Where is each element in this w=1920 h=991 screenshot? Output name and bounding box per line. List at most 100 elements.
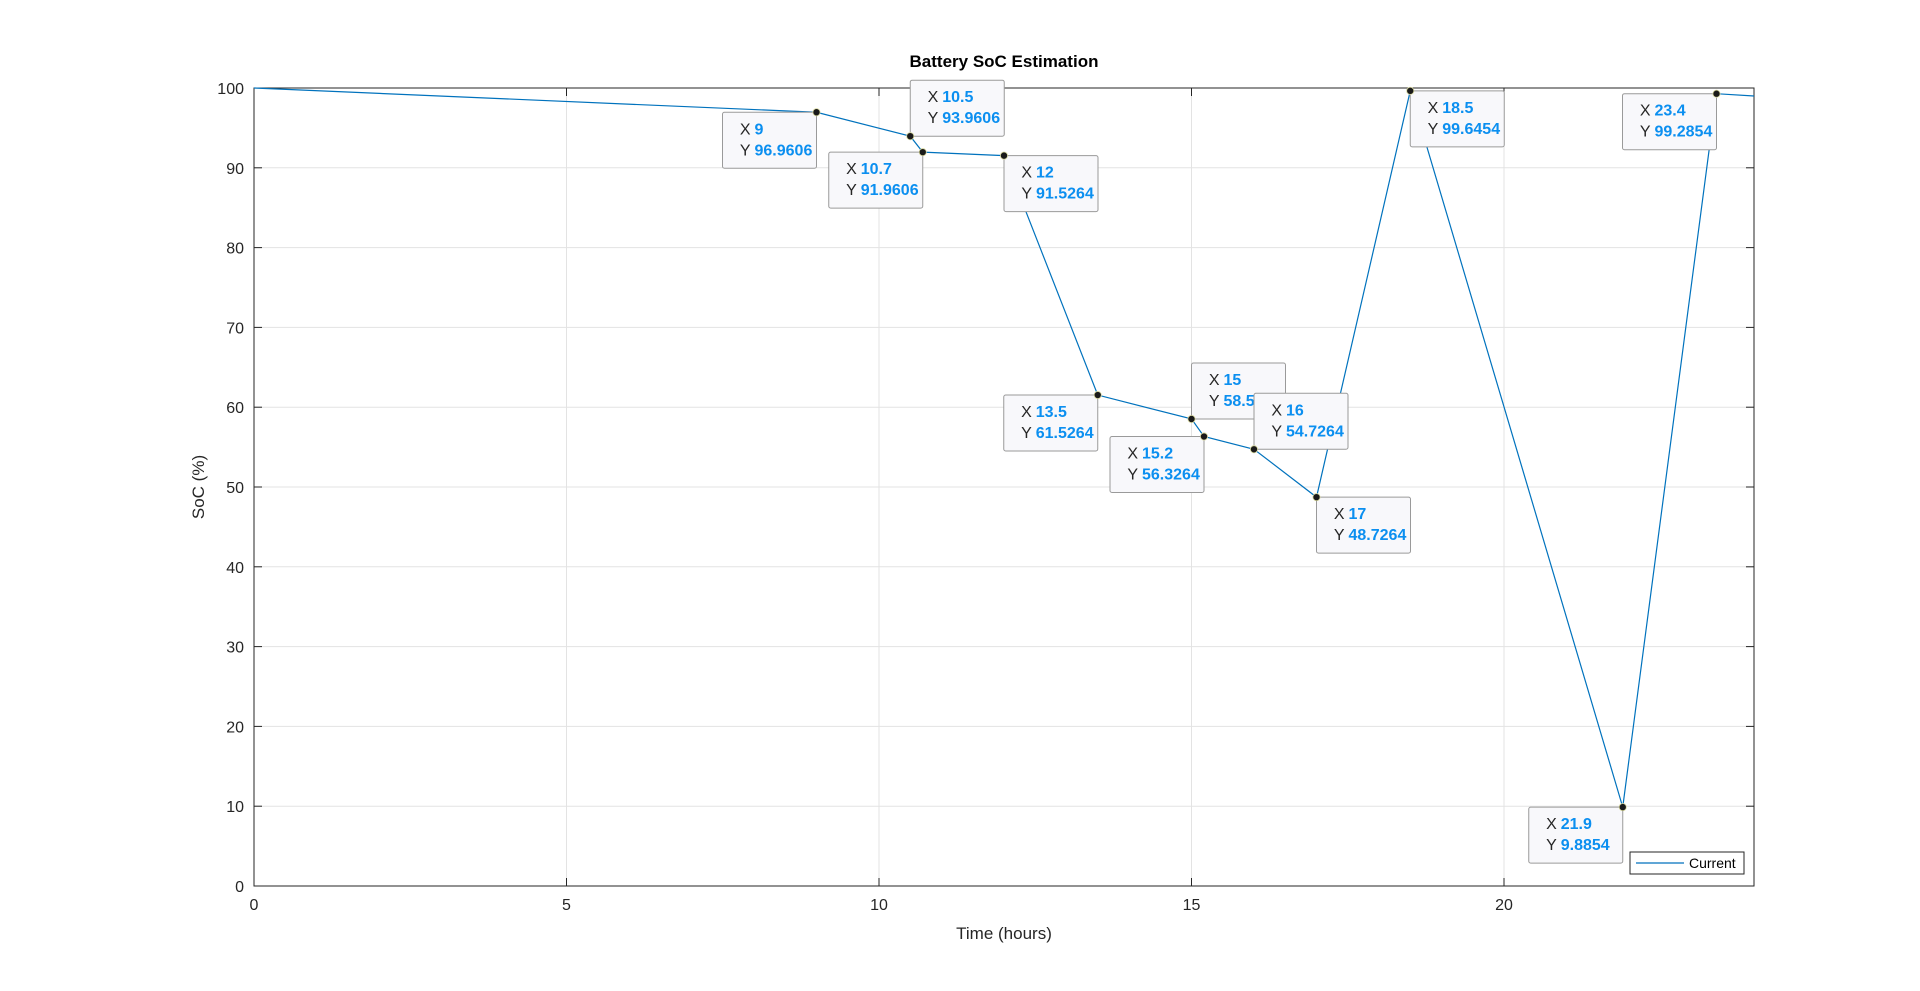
datatip-box [909, 79, 1005, 137]
y-tick-label: 100 [217, 81, 244, 98]
datatip-x-key: X [1428, 100, 1439, 117]
datatip[interactable]: X 13.5Y 61.5264 [1003, 394, 1099, 452]
datatip-x-value: 17 [1349, 506, 1367, 523]
datatip-y-value: 99.6454 [1442, 121, 1500, 138]
datatip-y-value: 91.9606 [861, 182, 919, 199]
y-tick-label: 70 [226, 320, 244, 337]
datatip-x-value: 9 [755, 121, 764, 138]
y-tick-label: 60 [226, 400, 244, 417]
datatip-x-value: 15 [1224, 372, 1242, 389]
datatip-marker[interactable] [1406, 86, 1415, 95]
y-tick-label: 50 [226, 480, 244, 497]
datatip[interactable]: X 23.4Y 99.2854 [1622, 93, 1717, 151]
x-tick-label: 20 [1495, 897, 1513, 914]
y-tick-label: 40 [226, 560, 244, 577]
datatip-y-key: Y [1209, 393, 1220, 410]
datatip-x-key: X [846, 161, 857, 178]
y-axis-label: SoC (%) [189, 455, 208, 519]
datatip-box [1409, 90, 1505, 148]
y-tick-label: 0 [235, 879, 244, 896]
datatip-y-key: Y [740, 142, 751, 159]
y-tick-label: 10 [226, 799, 244, 816]
datatip-y-value: 61.5264 [1036, 425, 1094, 442]
datatip-x-value: 23.4 [1655, 103, 1686, 120]
datatip-box [828, 151, 924, 209]
datatip[interactable]: X 15.2Y 56.3264 [1109, 436, 1205, 494]
datatip-y-value: 54.7264 [1286, 423, 1344, 440]
datatip[interactable]: X 16Y 54.7264 [1253, 392, 1349, 450]
datatip-y-value: 48.7264 [1349, 527, 1407, 544]
axis-ticks: 0 5 10 15 20 0 10 20 30 40 50 60 70 80 90 100 [217, 81, 1754, 914]
legend[interactable]: Current [1629, 851, 1745, 875]
datatip-y-key: Y [1640, 124, 1651, 141]
datatip-marker[interactable] [1000, 151, 1009, 160]
datatip[interactable]: X 17Y 48.7264 [1316, 496, 1411, 554]
datatip-x-key: X [1334, 506, 1345, 523]
datatip-y-key: Y [928, 110, 939, 127]
x-tick-label: 15 [1183, 897, 1201, 914]
datatip-marker[interactable] [1250, 445, 1259, 454]
datatip-x-value: 18.5 [1442, 100, 1473, 117]
datatip-x-key: X [740, 121, 751, 138]
x-tick-label: 10 [870, 897, 888, 914]
datatip-box [1253, 392, 1349, 450]
y-tick-label: 80 [226, 241, 244, 258]
datatip-y-key: Y [1271, 423, 1282, 440]
datatip-x-value: 10.5 [942, 89, 973, 106]
datatip-x-key: X [1209, 372, 1220, 389]
datatip-box [1003, 155, 1099, 213]
datatip-y-key: Y [1546, 837, 1557, 854]
datatip-x-key: X [1021, 404, 1032, 421]
x-tick-label: 0 [250, 897, 259, 914]
datatip-y-key: Y [1021, 186, 1032, 203]
datatip-marker[interactable] [1200, 432, 1209, 441]
datatip-x-value: 10.7 [861, 161, 892, 178]
datatip-x-key: X [1546, 816, 1557, 833]
datatip-marker[interactable] [812, 108, 821, 117]
datatip-marker[interactable] [1093, 391, 1102, 400]
datatip-y-value: 96.9606 [755, 142, 813, 159]
datatip-y-key: Y [846, 182, 857, 199]
datatip[interactable]: X 12Y 91.5264 [1003, 155, 1099, 213]
datatip-marker[interactable] [1712, 89, 1721, 98]
datatip-x-value: 15.2 [1142, 446, 1173, 463]
datatip-x-value: 13.5 [1036, 404, 1067, 421]
legend-box [1629, 851, 1745, 875]
datatip[interactable]: X 10.5Y 93.9606 [909, 79, 1005, 137]
datatip-marker[interactable] [1187, 415, 1196, 424]
y-tick-label: 20 [226, 719, 244, 736]
datatip[interactable]: X 9Y 96.9606 [722, 111, 817, 169]
datatip-marker[interactable] [1312, 493, 1321, 502]
datatip-box [1316, 496, 1411, 554]
datatip-y-value: 9.8854 [1561, 837, 1610, 854]
datatip-box [1109, 436, 1205, 494]
datatip-y-value: 99.2854 [1655, 124, 1713, 141]
datatip-x-key: X [1021, 165, 1032, 182]
datatip-marker[interactable] [906, 132, 915, 141]
datatip[interactable]: X 21.9Y 9.8854 [1528, 806, 1624, 864]
y-tick-label: 90 [226, 161, 244, 178]
datatip-y-value: 56.3264 [1142, 467, 1200, 484]
datatip-marker[interactable] [918, 148, 927, 157]
datatip[interactable]: X 10.7Y 91.9606 [828, 151, 924, 209]
datatip-y-key: Y [1021, 425, 1032, 442]
datatip-y-key: Y [1334, 527, 1345, 544]
y-tick-label: 30 [226, 640, 244, 657]
x-axis-label: Time (hours) [956, 924, 1052, 943]
datatip-box [1003, 394, 1099, 452]
datatip-x-key: X [1640, 103, 1651, 120]
datatip-box [1528, 806, 1624, 864]
datatip-x-key: X [1271, 402, 1282, 419]
datatip-x-value: 16 [1286, 402, 1304, 419]
datatip-y-key: Y [1127, 467, 1138, 484]
datatip-y-key: Y [1428, 121, 1439, 138]
datatip-box [722, 111, 817, 169]
datatip-y-value: 93.9606 [942, 110, 1000, 127]
datatip-marker[interactable] [1618, 803, 1627, 812]
datatip[interactable]: X 18.5Y 99.6454 [1409, 90, 1505, 148]
datatip-y-value: 91.5264 [1036, 186, 1094, 203]
datatip-x-value: 21.9 [1561, 816, 1592, 833]
